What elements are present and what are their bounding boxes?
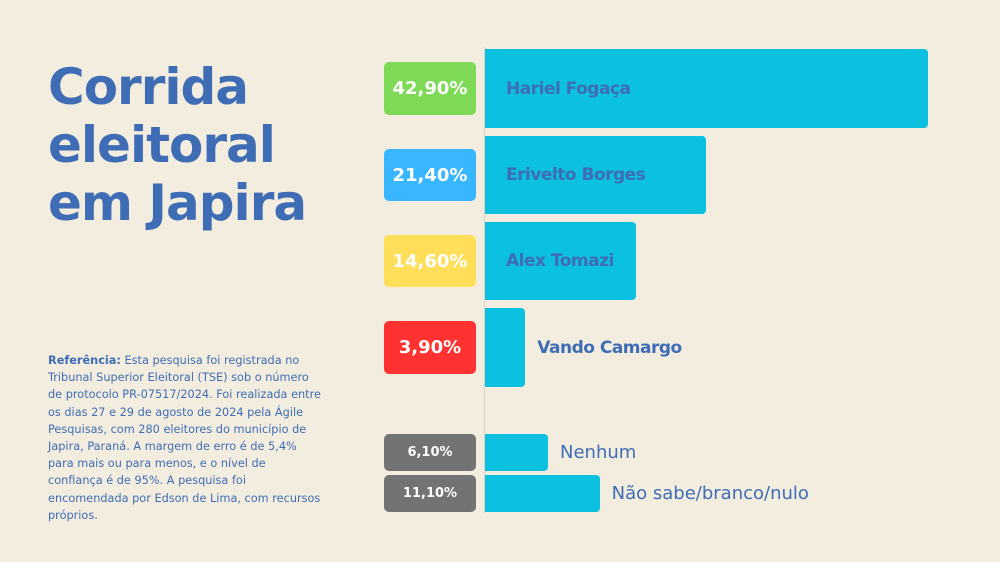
bar [485,434,548,471]
bar [485,49,929,128]
category-label: Alex Tomazi [506,251,614,271]
category-label: Não sabe/branco/nulo [611,483,809,504]
axis-line [484,47,485,513]
value-label: 14,60% [384,235,476,287]
reference: Referência: Esta pesquisa foi registrada… [48,352,323,524]
category-label: Vando Camargo [537,337,682,358]
reference-text: Esta pesquisa foi registrada no Tribunal… [48,354,321,522]
value-label: 11,10% [384,475,476,512]
bar [485,308,526,387]
value-label: 42,90% [384,62,476,115]
value-label: 6,10% [384,434,476,471]
value-label: 3,90% [384,321,476,374]
bar [485,222,636,300]
reference-label: Referência: [48,354,121,367]
chart-title: Corrida eleitoral em Japira [48,58,307,232]
category-label: Erivelto Borges [506,165,646,185]
category-label: Hariel Fogaça [506,78,631,99]
bar [485,475,600,512]
value-label: 21,40% [384,149,476,201]
category-label: Nenhum [560,442,637,463]
bar [485,136,707,214]
